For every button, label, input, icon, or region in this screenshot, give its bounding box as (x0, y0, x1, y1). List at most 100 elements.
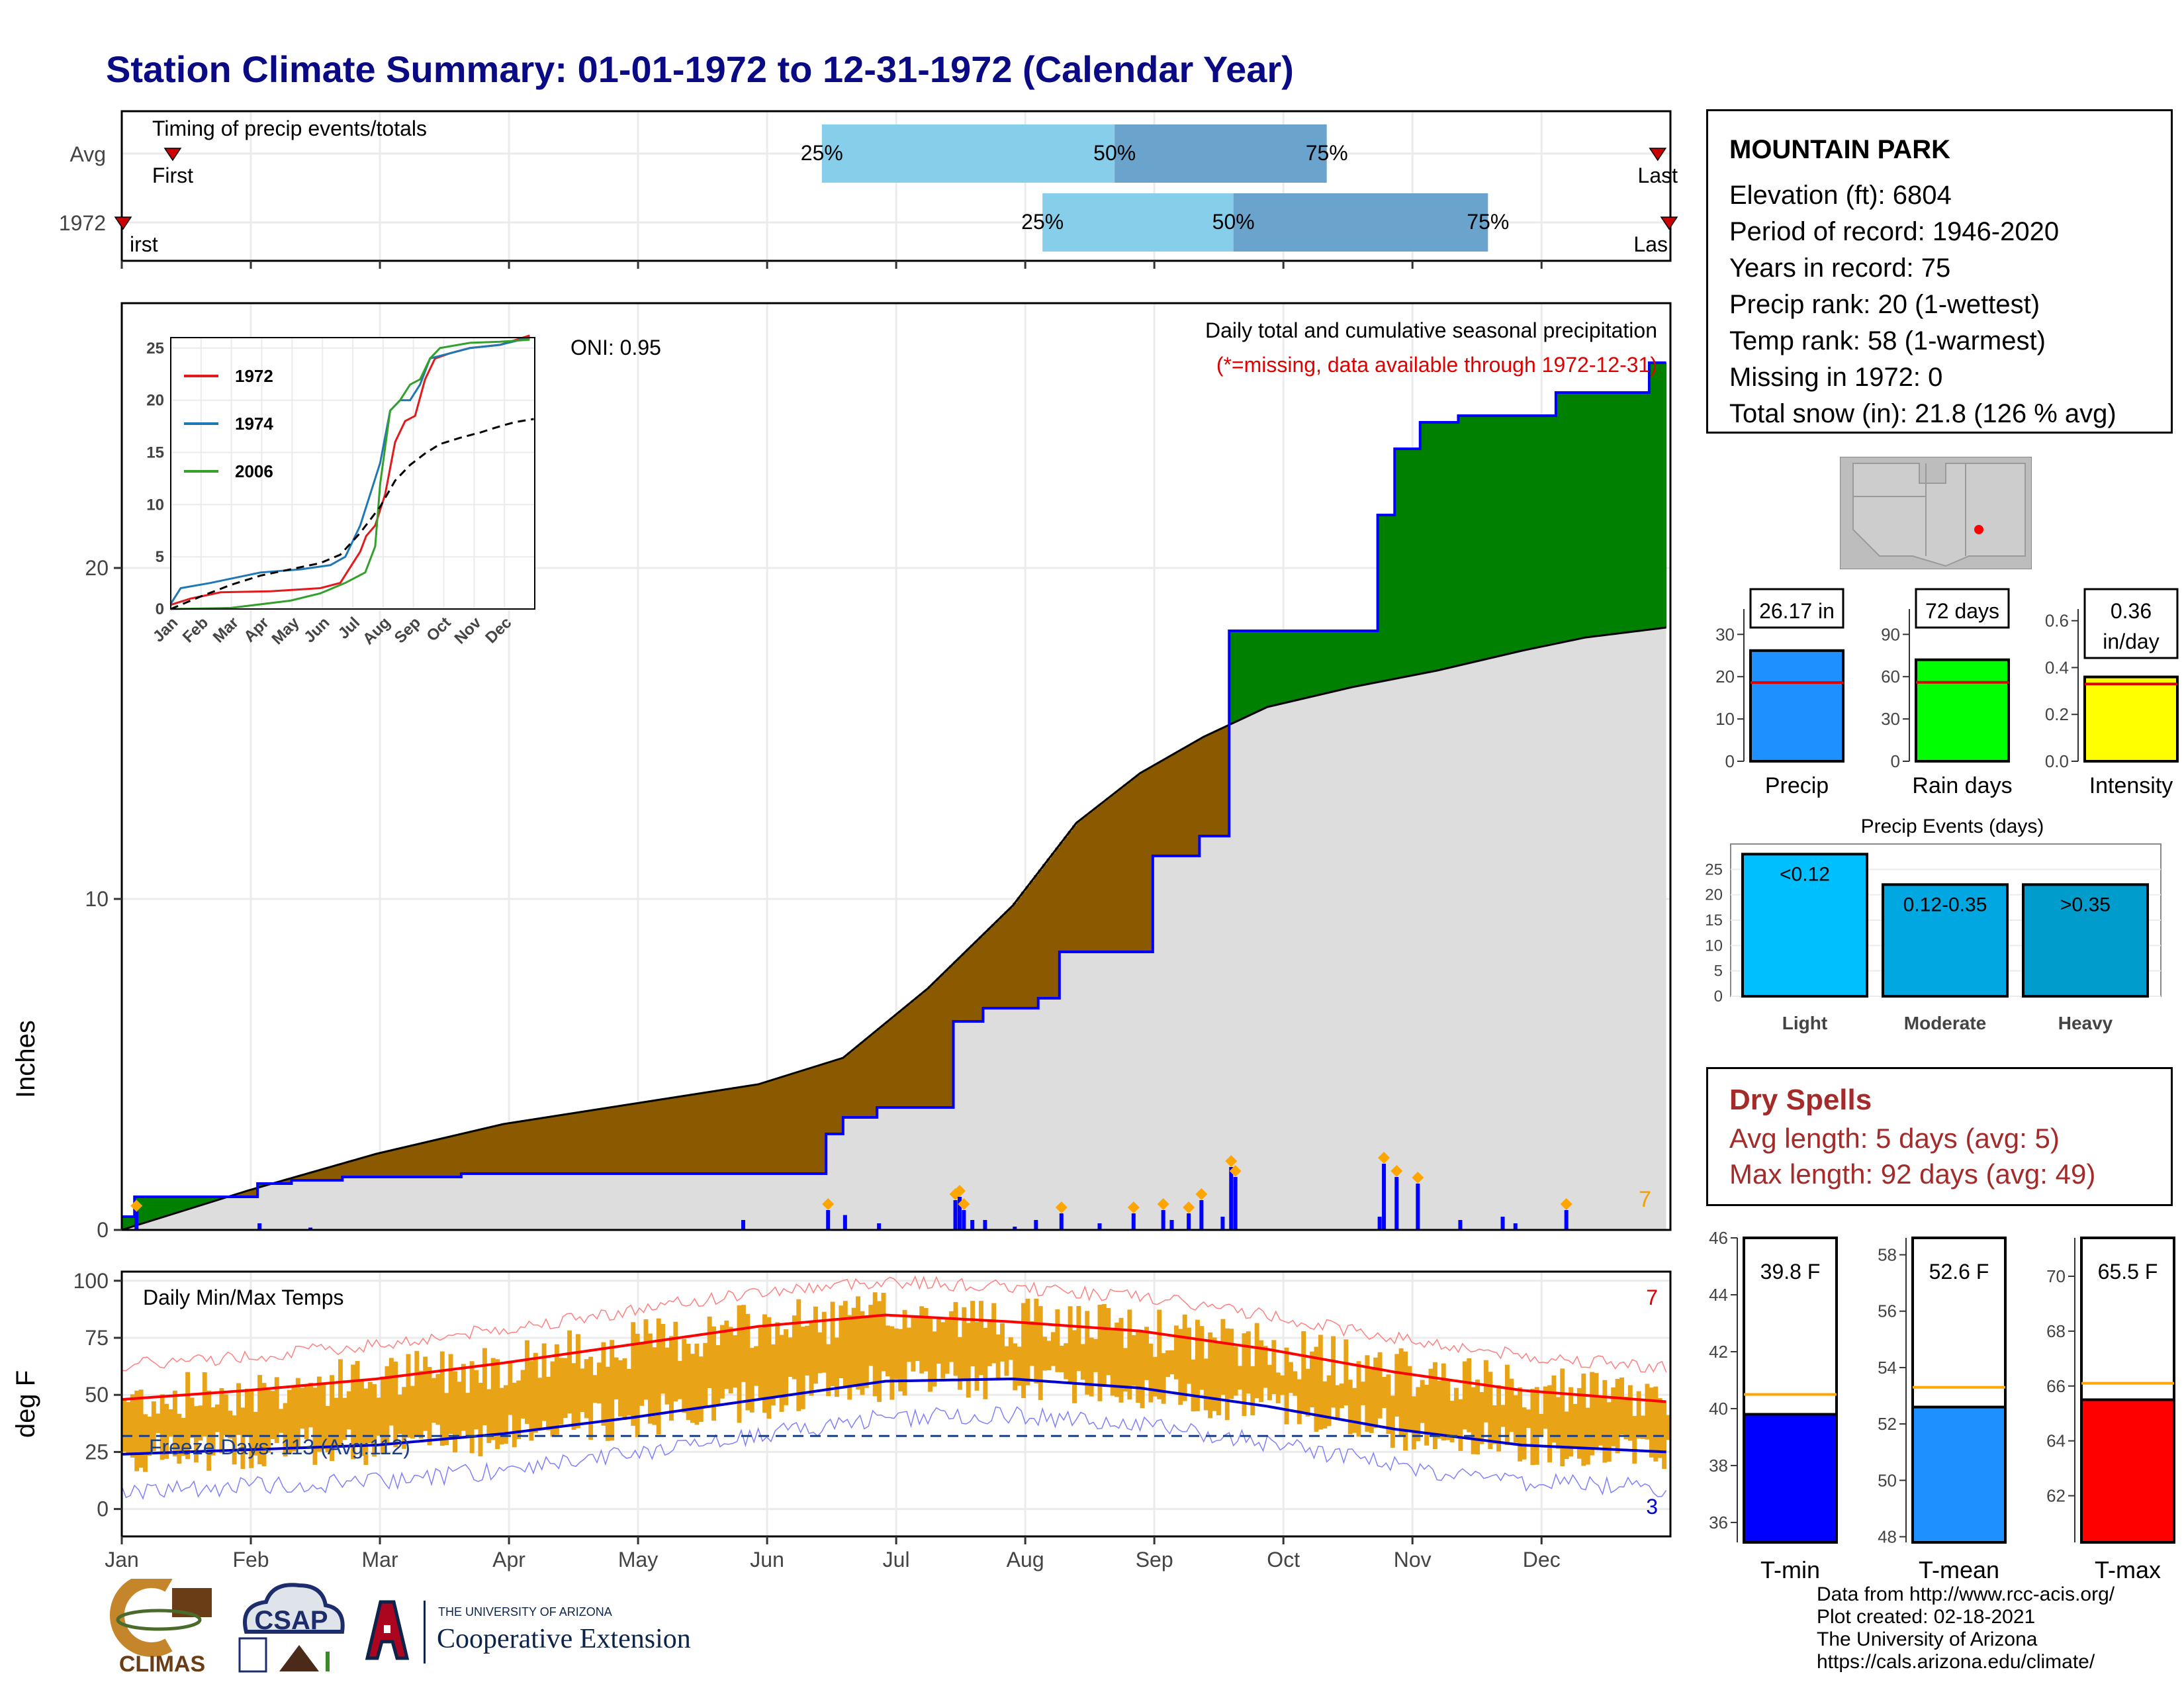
daily-temp-bar (1140, 1332, 1145, 1409)
month-tick-label: Oct (1267, 1548, 1300, 1571)
surplus-segment (1627, 393, 1633, 632)
daily-temp-bar (766, 1317, 772, 1419)
deficit-segment (520, 1121, 525, 1174)
daily-temp-bar (1649, 1387, 1654, 1458)
events-category-label: Moderate (1904, 1013, 1986, 1033)
deficit-segment (626, 1104, 631, 1174)
daily-temp-bar (1504, 1364, 1510, 1445)
inset-line-2006 (170, 338, 530, 610)
daily-temp-bar (1462, 1361, 1467, 1430)
deficit-segment (321, 1168, 326, 1180)
daily-temp-bar (1500, 1405, 1506, 1427)
daily-temp-bar (533, 1352, 538, 1433)
tmin-bar (1743, 1413, 1838, 1544)
daily-temp-bar (359, 1381, 364, 1456)
daily-temp-bar (1106, 1307, 1111, 1376)
daily-temp-bar (1420, 1380, 1425, 1423)
avg-cumulative-area (122, 628, 1666, 1230)
daily-temp-bar (1284, 1347, 1289, 1425)
deficit-segment (957, 957, 962, 1021)
daily-temp-bar (388, 1358, 394, 1426)
daily-temp-bar (1606, 1402, 1612, 1462)
timing-1972-q25-label: 25% (1021, 210, 1064, 234)
deficit-segment (622, 1105, 627, 1174)
surplus-segment (1416, 449, 1421, 675)
deficit-segment (809, 1068, 814, 1174)
daily-temp-bar (987, 1321, 992, 1366)
deficit-segment (1085, 814, 1090, 952)
daily-temp-bar (232, 1415, 237, 1465)
tmax-value-label: 65.5 F (2098, 1260, 2158, 1284)
daily-temp-bar (346, 1391, 351, 1430)
daily-temp-bar (261, 1383, 267, 1466)
deficit-segment (1046, 859, 1052, 998)
deficit-segment (682, 1096, 687, 1174)
deficit-segment (406, 1146, 411, 1177)
deficit-segment (410, 1145, 415, 1177)
daily-temp-bar (979, 1301, 983, 1376)
tmean-ytick-label: 58 (1878, 1245, 1897, 1265)
intensity-ytick-label: 0.4 (2045, 657, 2069, 677)
surplus-segment (1500, 416, 1506, 655)
surplus-segment (1382, 515, 1387, 681)
daily-temp-bar (1076, 1305, 1081, 1372)
deficit-segment (690, 1094, 696, 1174)
surplus-segment (1462, 416, 1467, 665)
deficit-segment (1076, 821, 1081, 952)
dry-max-length: Max length: 92 days (avg: 49) (1729, 1158, 2096, 1190)
surplus-segment (1467, 416, 1472, 663)
deficit-segment (355, 1159, 360, 1177)
daily-temp-bar (418, 1370, 424, 1439)
surplus-segment (1623, 393, 1629, 633)
daily-temp-bar (724, 1320, 729, 1389)
surplus-segment (1318, 631, 1323, 695)
daily-temp-bar (1080, 1344, 1085, 1380)
daily-temp-bar (733, 1335, 738, 1388)
daily-temp-bar (279, 1409, 284, 1433)
daily-temp-bar (660, 1323, 666, 1394)
daily-temp-bar (143, 1414, 148, 1472)
daily-temp-bar (516, 1380, 522, 1440)
deficit-segment (885, 1021, 890, 1107)
intensity-bar (2083, 675, 2179, 763)
deficit-segment (923, 990, 929, 1107)
daily-temp-bar (1569, 1387, 1574, 1457)
surplus-segment (1289, 631, 1294, 702)
deficit-segment (1157, 762, 1162, 856)
daily-temp-bar (580, 1368, 585, 1412)
deficit-segment (635, 1103, 640, 1174)
surplus-segment (1641, 393, 1646, 631)
timing-avg-first-marker (163, 148, 182, 162)
daily-temp-bar (809, 1321, 814, 1396)
deficit-segment (741, 1086, 747, 1174)
deficit-segment (979, 936, 984, 1021)
daily-temp-bar (631, 1322, 636, 1426)
daily-temp-bar (584, 1359, 589, 1419)
deficit-segment (775, 1078, 780, 1174)
deficit-segment (805, 1069, 810, 1174)
ua-divider (424, 1601, 426, 1664)
daily-temp-bar (1547, 1385, 1552, 1463)
daily-temp-bar (1173, 1325, 1179, 1380)
daily-temp-bar (1458, 1399, 1463, 1451)
daily-temp-bar (1326, 1375, 1332, 1427)
daily-temp-bar (839, 1305, 844, 1378)
daily-temp-bar (363, 1388, 369, 1466)
surplus-segment (1314, 631, 1319, 696)
daily-temp-bar (439, 1351, 445, 1446)
daily-temp-bar (1339, 1383, 1344, 1409)
daily-temp-bar (1590, 1372, 1595, 1456)
daily-temp-bar (842, 1301, 848, 1387)
daily-temp-bar (1301, 1331, 1306, 1412)
daily-temp-bar (1072, 1330, 1077, 1403)
timing-row-avg: Avg (69, 142, 106, 166)
tmean-ytick-label: 52 (1878, 1414, 1897, 1434)
deficit-segment (754, 1084, 759, 1174)
raindays-bar (1915, 658, 2010, 763)
deficit-segment (660, 1099, 666, 1174)
daily-temp-bar (1369, 1368, 1374, 1433)
deficit-segment (1097, 804, 1103, 952)
deficit-segment (1208, 733, 1213, 836)
daily-temp-bar (1467, 1358, 1472, 1432)
surplus-segment (1432, 422, 1437, 671)
